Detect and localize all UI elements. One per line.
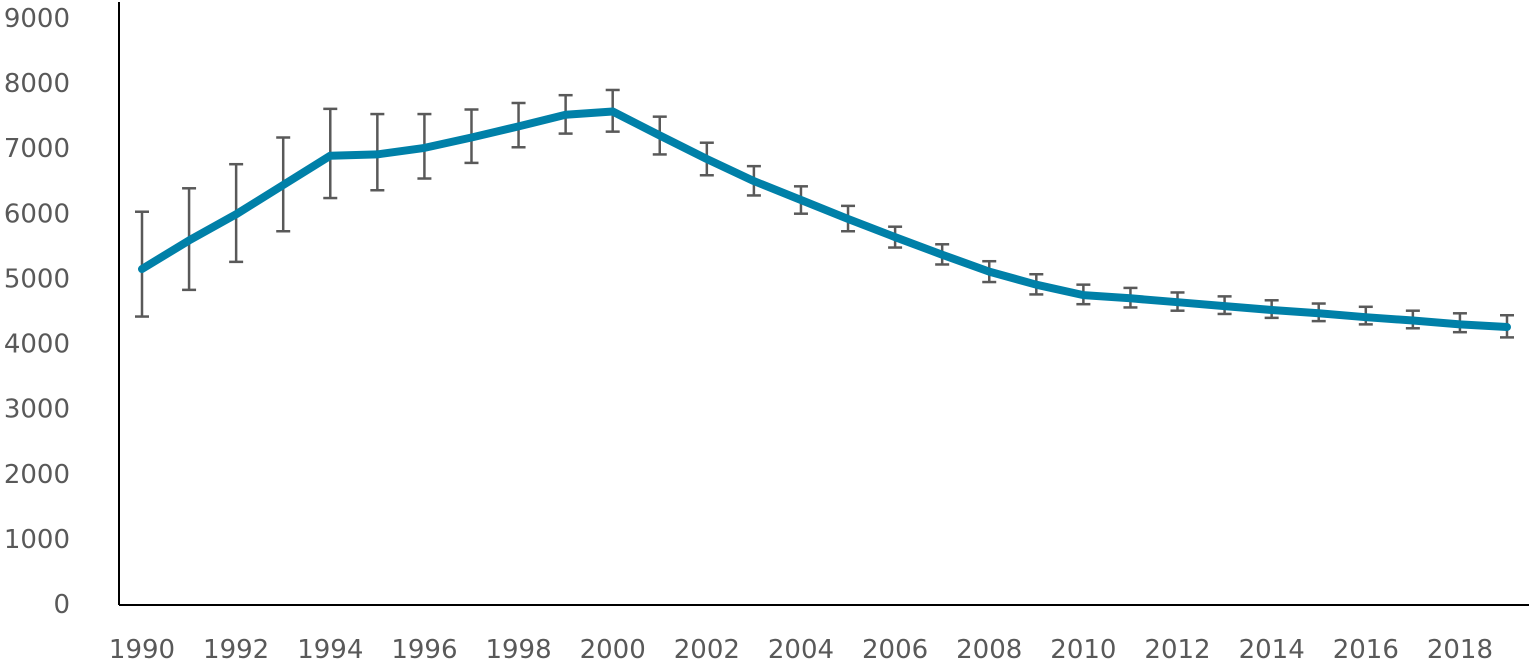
y-tick-label: 7000	[4, 134, 70, 164]
y-tick-label: 1000	[4, 525, 70, 555]
x-tick-label: 2018	[1427, 635, 1493, 665]
y-tick-label: 2000	[4, 460, 70, 490]
y-tick-label: 4000	[4, 330, 70, 360]
x-tick-label: 1992	[203, 635, 269, 665]
y-tick-label: 6000	[4, 199, 70, 229]
y-tick-label: 8000	[4, 69, 70, 99]
x-tick-label: 1996	[391, 635, 457, 665]
x-tick-label: 2010	[1050, 635, 1116, 665]
x-tick-label: 2014	[1239, 635, 1305, 665]
y-axis-tick-labels: 0 1000 2000 3000 4000 5000 6000 7000 8000 9000	[4, 4, 70, 620]
y-tick-label: 0	[53, 590, 70, 620]
x-tick-label: 2006	[862, 635, 928, 665]
x-tick-label: 1994	[297, 635, 363, 665]
x-tick-label: 1998	[485, 635, 551, 665]
x-tick-label: 2016	[1333, 635, 1399, 665]
x-axis-tick-labels: 1990 1992 1994 1996 1998 2000 2002 2004 2006 2008…	[109, 635, 1493, 665]
series-line	[138, 107, 1511, 331]
error-bar	[135, 210, 149, 318]
x-tick-label: 1990	[109, 635, 175, 665]
x-tick-label: 2002	[674, 635, 740, 665]
y-tick-label: 5000	[4, 264, 70, 294]
y-tick-label: 3000	[4, 395, 70, 425]
y-tick-label: 9000	[4, 4, 70, 34]
x-tick-label: 2004	[768, 635, 834, 665]
x-tick-label: 2012	[1144, 635, 1210, 665]
x-tick-label: 2008	[956, 635, 1022, 665]
x-tick-label: 2000	[580, 635, 646, 665]
